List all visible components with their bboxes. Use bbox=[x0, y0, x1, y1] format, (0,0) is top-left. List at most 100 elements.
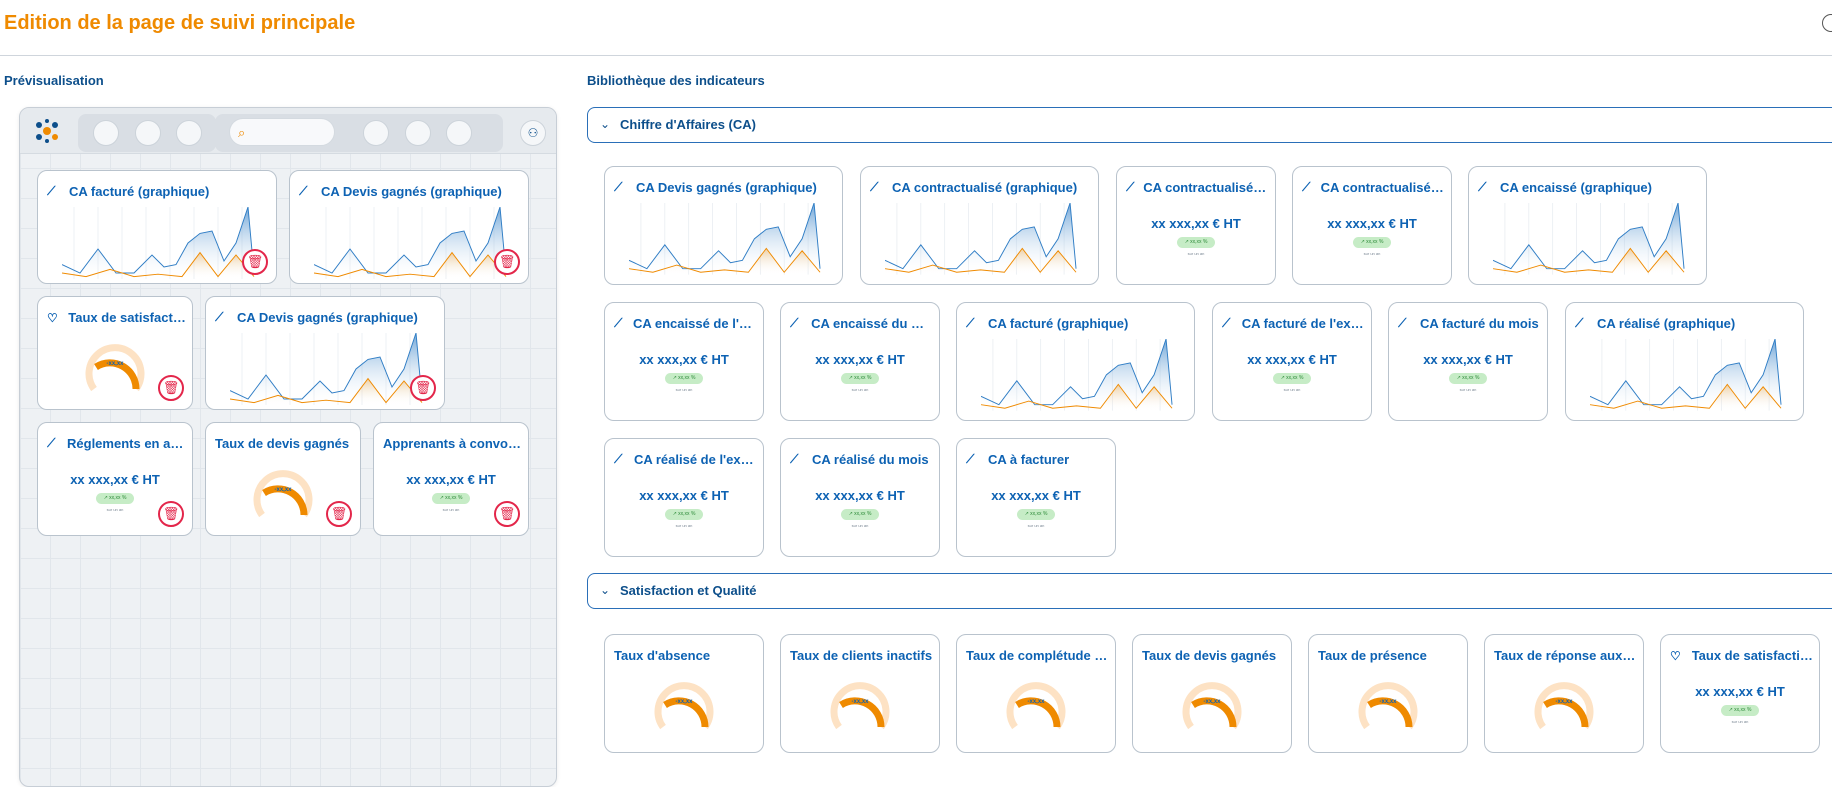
delete-button[interactable]: 🗑 bbox=[242, 249, 268, 275]
indicator-card[interactable]: ⟋ CA réalisé de l'exercice xx xxx,xx € HT ↗… bbox=[604, 438, 764, 557]
line-chart-icon: ⟋ bbox=[1575, 316, 1584, 330]
trash-icon: 🗑 bbox=[414, 380, 432, 395]
indicator-card[interactable]: Apprenants à convoquer xx xxx,xx € HT ↗ xx… bbox=[373, 422, 529, 536]
group-header[interactable]: ⌄ Chiffre d'Affaires (CA) bbox=[587, 107, 1832, 143]
kpi-caption: sur un an bbox=[1363, 251, 1381, 256]
kpi-value: xx xxx,xx € HT bbox=[1695, 684, 1785, 699]
kpi-caption: sur un an bbox=[442, 507, 460, 512]
indicator-card[interactable]: Taux de devis gagnés -xx,xx 🗑 bbox=[205, 422, 361, 536]
indicator-card[interactable]: ⟋ CA facturé du mois xx xxx,xx € HT ↗ xx,xx… bbox=[1388, 302, 1548, 421]
indicator-card[interactable]: ⟋ Réglements en attente xx xxx,xx € HT ↗ xx… bbox=[37, 422, 193, 536]
indicator-card[interactable]: ⟋ CA facturé (graphique) 🗑 bbox=[37, 170, 277, 284]
line-chart-icon: ⟋ bbox=[966, 452, 975, 466]
card-title-text: CA facturé du mois bbox=[1420, 316, 1539, 331]
delete-button[interactable]: 🗑 bbox=[494, 501, 520, 527]
indicator-card[interactable]: ♡ Taux de satisfaction xx xxx,xx € HT ↗ xx,… bbox=[1660, 634, 1820, 753]
delete-button[interactable]: 🗑 bbox=[158, 375, 184, 401]
preview-nav-dot[interactable] bbox=[405, 120, 431, 146]
indicator-card[interactable]: Taux de présence -xx,xx bbox=[1308, 634, 1468, 753]
card-title-text: Taux de présence bbox=[1318, 648, 1427, 663]
card-title: ⟋ CA réalisé de l'exercice bbox=[614, 452, 757, 467]
indicator-card[interactable]: ⟋ CA contractualisé (graphique) bbox=[860, 166, 1099, 285]
card-title-text: CA encaissé du mois bbox=[811, 316, 933, 331]
preview-nav-dot[interactable] bbox=[363, 120, 389, 146]
card-title: ⟋ CA contractualisé du mois bbox=[1302, 180, 1445, 195]
indicator-card[interactable]: ⟋ CA à facturer xx xxx,xx € HT ↗ xx,xx % sur… bbox=[956, 438, 1116, 557]
indicator-card[interactable]: ♡ Taux de satisfaction -xx,xx 🗑 bbox=[37, 296, 193, 410]
close-icon[interactable] bbox=[1822, 14, 1832, 32]
card-title: ⟋ CA encaissé (graphique) bbox=[1478, 180, 1700, 195]
line-chart-icon: ⟋ bbox=[1398, 316, 1407, 330]
indicator-card[interactable]: ⟋ CA réalisé du mois xx xxx,xx € HT ↗ xx,xx… bbox=[780, 438, 940, 557]
heart-icon: ♡ bbox=[1670, 648, 1681, 663]
indicator-card[interactable]: ⟋ CA encaissé (graphique) bbox=[1468, 166, 1707, 285]
indicator-card[interactable]: ⟋ CA Devis gagnés (graphique) 🗑 bbox=[205, 296, 445, 410]
card-title: Apprenants à convoquer bbox=[383, 436, 522, 451]
card-title-text: Taux de réponse aux questionnaires bbox=[1494, 648, 1637, 663]
kpi-caption: sur un an bbox=[1027, 523, 1045, 528]
preview-nav-dot[interactable] bbox=[176, 120, 202, 146]
indicator-card[interactable]: ⟋ CA encaissé de l'exercice xx xxx,xx € HT… bbox=[604, 302, 764, 421]
mini-line-chart bbox=[981, 339, 1173, 411]
kpi-value: xx xxx,xx € HT bbox=[639, 488, 729, 503]
kpi-caption: sur un an bbox=[851, 387, 869, 392]
kpi-value: xx xxx,xx € HT bbox=[991, 488, 1081, 503]
gauge: -xx,xx bbox=[825, 675, 895, 735]
indicator-card[interactable]: Taux d'absence -xx,xx bbox=[604, 634, 764, 753]
indicator-card[interactable]: ⟋ CA facturé (graphique) bbox=[956, 302, 1195, 421]
indicator-card[interactable]: Taux de devis gagnés -xx,xx bbox=[1132, 634, 1292, 753]
search-icon: ⌕ bbox=[238, 125, 246, 140]
group-label: Satisfaction et Qualité bbox=[620, 583, 757, 598]
card-title: ⟋ CA Devis gagnés (graphique) bbox=[614, 180, 836, 195]
gauge-value: -xx,xx bbox=[675, 699, 693, 705]
gauge-value: -xx,xx bbox=[1203, 699, 1221, 705]
line-chart-icon: ⟋ bbox=[790, 316, 799, 330]
card-title-text: Taux de complétude des dossiers bbox=[966, 648, 1109, 663]
line-chart-icon: ⟋ bbox=[215, 310, 224, 324]
indicator-card[interactable]: Taux de réponse aux questionnaires -xx,xx bbox=[1484, 634, 1644, 753]
indicator-card[interactable]: ⟋ CA Devis gagnés (graphique) 🗑 bbox=[289, 170, 529, 284]
trash-icon: 🗑 bbox=[498, 254, 516, 269]
indicator-card[interactable]: ⟋ CA contractualisé de l'exercice xx xxx,x… bbox=[1116, 166, 1276, 285]
gauge-value: -xx,xx bbox=[1555, 699, 1573, 705]
line-chart-icon: ⟋ bbox=[870, 180, 879, 194]
card-title-text: CA encaissé (graphique) bbox=[1500, 180, 1652, 195]
card-title: Taux de devis gagnés bbox=[1142, 648, 1285, 663]
card-title-text: Taux de satisfaction bbox=[68, 310, 186, 325]
line-chart-icon: ⟋ bbox=[1478, 180, 1487, 194]
indicator-card[interactable]: ⟋ CA facturé de l'exercice xx xxx,xx € HT ↗… bbox=[1212, 302, 1372, 421]
chevron-down-icon: ⌄ bbox=[600, 117, 611, 131]
line-chart-icon: ⟋ bbox=[47, 436, 56, 450]
indicator-card[interactable]: Taux de clients inactifs -xx,xx bbox=[780, 634, 940, 753]
kpi-value: xx xxx,xx € HT bbox=[1151, 216, 1241, 231]
trend-badge: ↗ xx,xx % bbox=[1353, 237, 1391, 248]
trend-badge: ↗ xx,xx % bbox=[665, 509, 703, 520]
indicator-card[interactable]: ⟋ CA contractualisé du mois xx xxx,xx € HT… bbox=[1292, 166, 1452, 285]
card-title: ♡ Taux de satisfaction bbox=[1670, 648, 1813, 663]
kpi-value: xx xxx,xx € HT bbox=[639, 352, 729, 367]
kpi-caption: sur un an bbox=[1187, 251, 1205, 256]
preview-nav-dot[interactable] bbox=[135, 120, 161, 146]
trend-badge: ↗ xx,xx % bbox=[1177, 237, 1215, 248]
trend-badge: ↗ xx,xx % bbox=[841, 373, 879, 384]
user-icon[interactable]: ⚇ bbox=[520, 120, 546, 146]
card-title: Taux de devis gagnés bbox=[215, 436, 354, 451]
preview-nav-dot[interactable] bbox=[446, 120, 472, 146]
preview-search-input[interactable]: ⌕ bbox=[229, 118, 335, 146]
delete-button[interactable]: 🗑 bbox=[158, 501, 184, 527]
gauge: -xx,xx bbox=[1001, 675, 1071, 735]
indicator-card[interactable]: Taux de complétude des dossiers -xx,xx bbox=[956, 634, 1116, 753]
delete-button[interactable]: 🗑 bbox=[494, 249, 520, 275]
indicator-card[interactable]: ⟋ CA Devis gagnés (graphique) bbox=[604, 166, 843, 285]
card-title: ⟋ CA facturé de l'exercice bbox=[1222, 316, 1365, 331]
card-title: ⟋ CA facturé du mois bbox=[1398, 316, 1541, 331]
delete-button[interactable]: 🗑 bbox=[410, 375, 436, 401]
indicator-card[interactable]: ⟋ CA réalisé (graphique) bbox=[1565, 302, 1804, 421]
card-title-text: CA réalisé du mois bbox=[812, 452, 929, 467]
group-header[interactable]: ⌄ Satisfaction et Qualité bbox=[587, 573, 1832, 609]
gauge-value: -xx,xx bbox=[106, 361, 124, 367]
preview-nav-dot[interactable] bbox=[93, 120, 119, 146]
trash-icon: 🗑 bbox=[330, 506, 348, 521]
delete-button[interactable]: 🗑 bbox=[326, 501, 352, 527]
indicator-card[interactable]: ⟋ CA encaissé du mois xx xxx,xx € HT ↗ xx,x… bbox=[780, 302, 940, 421]
